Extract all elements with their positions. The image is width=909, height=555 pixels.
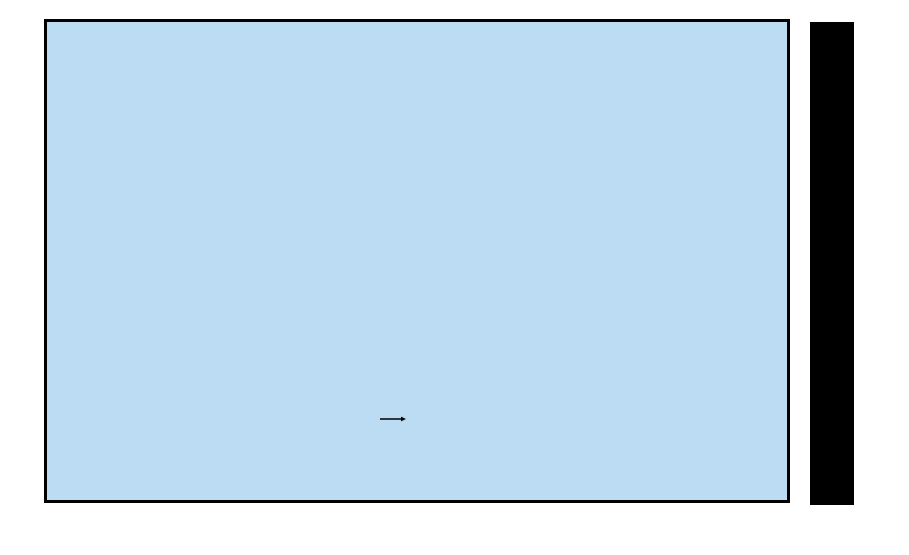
colorbar-tick-labels xyxy=(858,22,906,505)
map-frame xyxy=(44,19,790,503)
reference-arrow-icon xyxy=(380,416,406,422)
vector-scale-key xyxy=(371,410,467,446)
map-canvas xyxy=(47,22,787,500)
colorbar xyxy=(810,22,854,505)
